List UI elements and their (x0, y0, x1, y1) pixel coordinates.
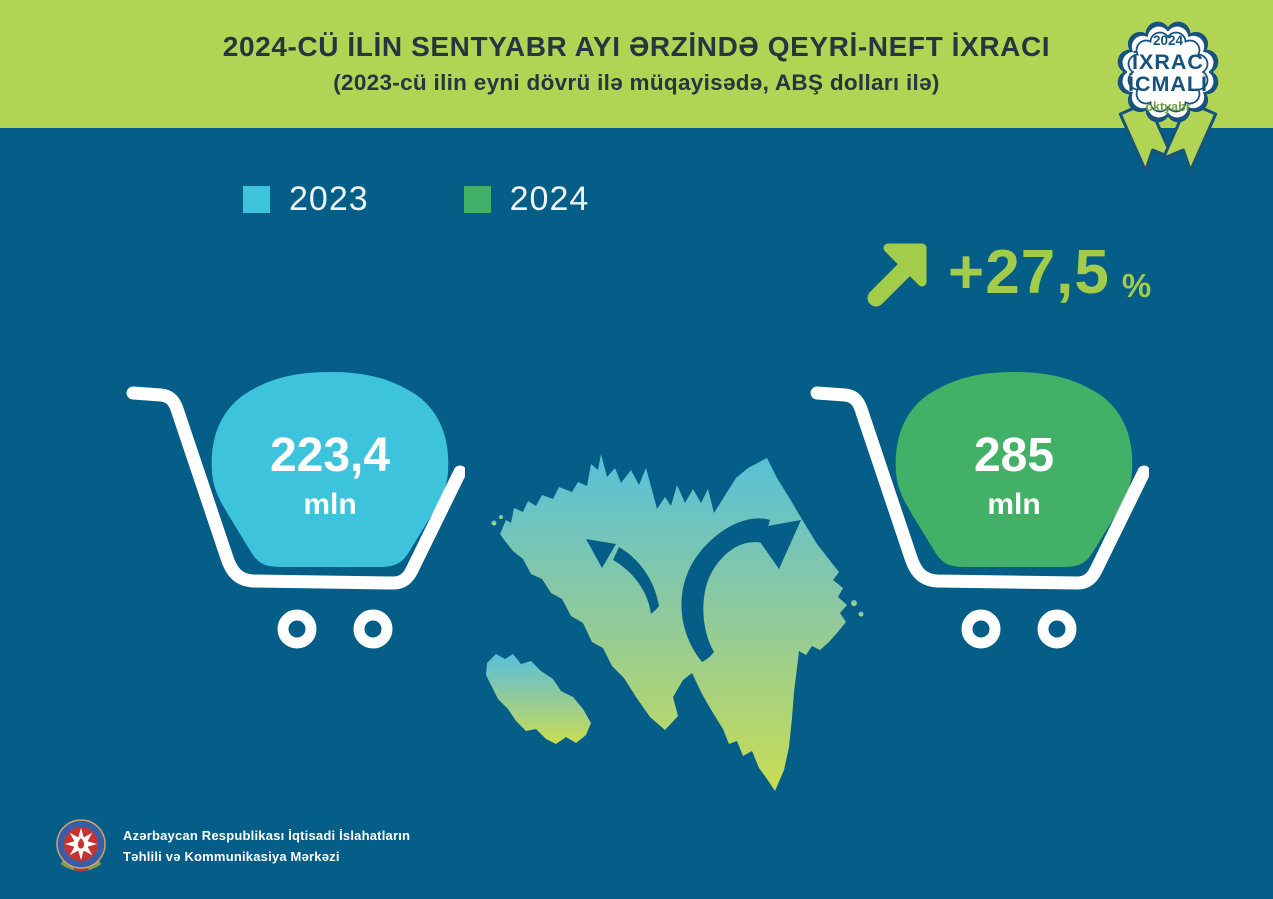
legend-swatch-2023 (243, 186, 270, 213)
legend-item-2023: 2023 (243, 180, 369, 219)
export-arrows-icon (586, 518, 801, 662)
legend-swatch-2024 (463, 186, 491, 213)
azerbaijan-map (486, 454, 864, 791)
map-island (851, 600, 857, 606)
unit-2023: mln (303, 488, 356, 521)
page-title: 2024-CÜ İLİN SENTYABR AYI ƏRZİNDƏ QEYRİ-… (222, 31, 1051, 62)
arrow-up-right-icon (867, 243, 927, 307)
value-2024: 285 (974, 429, 1054, 482)
growth-percent-sign: % (1121, 267, 1152, 304)
footer-org-line1: Azərbaycan Respublikası İqtisadi İslahat… (123, 828, 411, 844)
footer: Azərbaycan Respublikası İqtisadi İslahat… (54, 818, 410, 876)
cart-outline-icon (126, 386, 465, 590)
badge-title-line1: İXRAC (1132, 50, 1204, 74)
map-island (499, 515, 503, 519)
cart-2023: 223,4 mln (126, 372, 465, 649)
cart-wheel-icon (353, 609, 393, 649)
badge-title-line2: İCMALI (1128, 72, 1208, 96)
unit-2024: mln (987, 488, 1040, 521)
badge-rosette-icon (1117, 21, 1219, 123)
growth-value: +27,5 (948, 238, 1110, 307)
badge-month: oktyabr (1145, 100, 1190, 114)
badge-year: 2024 (1153, 33, 1184, 48)
map-nakhchivan-exclave (486, 654, 591, 744)
page-subtitle: (2023-cü ilin eyni dövrü ilə müqayisədə,… (333, 69, 940, 95)
azerbaijan-emblem-icon (56, 819, 106, 872)
legend-label-2023: 2023 (289, 180, 369, 218)
legend-label-2024: 2024 (509, 180, 590, 218)
value-2023: 223,4 (270, 429, 390, 482)
cart-wheel-icon (961, 609, 1001, 649)
cart-2023-bag (211, 372, 449, 567)
header-band: 2024-CÜ İLİN SENTYABR AYI ƏRZİNDƏ QEYRİ-… (0, 0, 1273, 128)
map-island (491, 520, 497, 526)
legend: 2023 2024 (243, 180, 589, 219)
cart-wheel-icon (277, 609, 317, 649)
cart-2024: 285 mln (810, 372, 1149, 649)
legend-item-2024: 2024 (463, 180, 590, 219)
cart-outline-icon (810, 386, 1149, 590)
export-review-badge: 2024 İXRAC İCMALI oktyabr (1117, 21, 1219, 173)
footer-org-name: Azərbaycan Respublikası İqtisadi İslahat… (123, 826, 410, 868)
map-island (858, 611, 864, 617)
growth-indicator: +27,5 % (862, 236, 1151, 308)
cart-wheel-icon (1037, 609, 1077, 649)
footer-org-line2: Təhlili və Kommunikasiya Mərkəzi (123, 849, 340, 864)
header-text: 2024-CÜ İLİN SENTYABR AYI ƏRZİNDƏ QEYRİ-… (17, 0, 1257, 96)
cart-2024-bag (895, 372, 1133, 567)
